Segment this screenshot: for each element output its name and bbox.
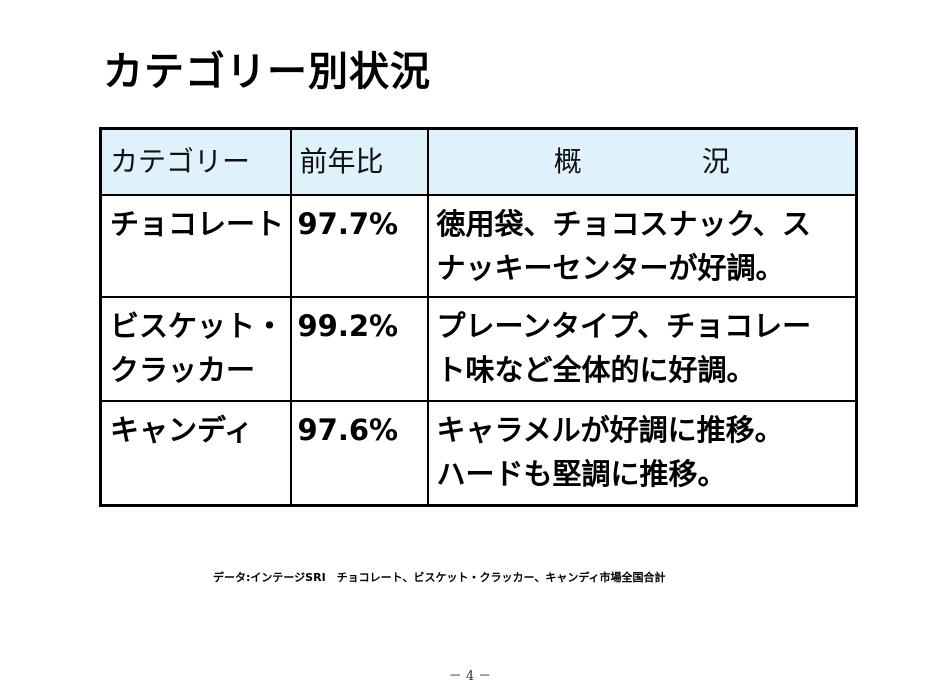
header-overview: 概況 xyxy=(426,127,858,196)
overview-cell: プレーンタイプ、チョコレー ト味など全体的に好調。 xyxy=(426,296,858,402)
overview-line: プレーンタイプ、チョコレー xyxy=(436,309,812,343)
table-row: チョコレート 97.7% 徳用袋、チョコスナック、ス ナッキーセンターが好調。 xyxy=(99,194,858,298)
overview-cell: 徳用袋、チョコスナック、ス ナッキーセンターが好調。 xyxy=(426,194,858,298)
category-cell: キャンディ xyxy=(99,400,292,506)
overview-line: ナッキーセンターが好調。 xyxy=(436,251,785,285)
header-overview-right: 況 xyxy=(701,145,730,178)
overview-cell: キャラメルが好調に推移。 ハードも堅調に推移。 xyxy=(426,400,858,506)
category-cell: ビスケット・ クラッカー xyxy=(99,296,292,402)
table-header-row: カテゴリー 前年比 概況 xyxy=(99,127,858,196)
overview-line: ト味など全体的に好調。 xyxy=(436,353,756,387)
header-ratio: 前年比 xyxy=(289,127,429,196)
category-status-table: カテゴリー 前年比 概況 チョコレート 97.7% 徳用袋、チョコスナック、ス … xyxy=(99,127,858,507)
category-cell: チョコレート xyxy=(99,194,292,298)
overview-line: ハードも堅調に推移。 xyxy=(436,457,727,491)
header-category: カテゴリー xyxy=(99,127,292,196)
ratio-cell: 97.7% xyxy=(289,194,429,298)
overview-line: 徳用袋、チョコスナック、ス xyxy=(436,207,811,241)
ratio-cell: 97.6% xyxy=(289,400,429,506)
ratio-cell: 99.2% xyxy=(289,296,429,402)
header-overview-left: 概 xyxy=(553,145,582,178)
overview-line: キャラメルが好調に推移。 xyxy=(436,413,784,447)
source-note: データ:インテージSRI チョコレート、ビスケット・クラッカー、キャンディ市場全… xyxy=(213,571,666,584)
table-row: ビスケット・ クラッカー 99.2% プレーンタイプ、チョコレー ト味など全体的… xyxy=(99,296,858,402)
table-row: キャンディ 97.6% キャラメルが好調に推移。 ハードも堅調に推移。 xyxy=(99,400,858,506)
page-title: カテゴリー別状況 xyxy=(103,49,431,95)
page-number: － 4 － xyxy=(448,669,492,684)
